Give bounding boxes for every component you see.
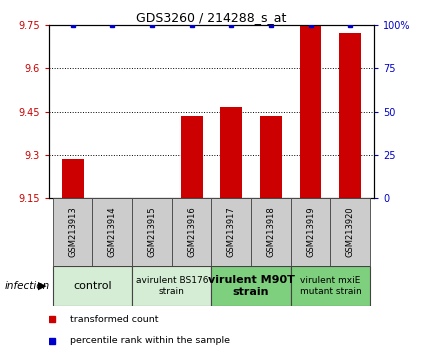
Text: GSM213913: GSM213913 (68, 206, 77, 257)
Text: virulent mxiE
mutant strain: virulent mxiE mutant strain (300, 276, 361, 296)
Bar (53, 266, 132, 306)
Bar (220, 107, 242, 198)
Bar (132, 266, 212, 306)
Bar (53, 198, 93, 266)
Text: percentile rank within the sample: percentile rank within the sample (70, 336, 230, 346)
Bar (62, 159, 84, 198)
Text: ▶: ▶ (38, 281, 47, 291)
Text: GSM213915: GSM213915 (147, 206, 156, 257)
Bar (102, 198, 123, 199)
Text: GSM213916: GSM213916 (187, 206, 196, 257)
Bar (291, 198, 330, 266)
Bar (339, 33, 361, 198)
Text: transformed count: transformed count (70, 315, 159, 324)
Bar (132, 198, 172, 266)
Text: virulent M90T
strain: virulent M90T strain (208, 275, 295, 297)
Bar (93, 198, 132, 266)
Title: GDS3260 / 214288_s_at: GDS3260 / 214288_s_at (136, 11, 286, 24)
Bar (212, 266, 291, 306)
Bar (300, 25, 321, 198)
Text: GSM213917: GSM213917 (227, 206, 236, 257)
Text: GSM213920: GSM213920 (346, 206, 355, 257)
Bar (212, 198, 251, 266)
Text: control: control (73, 281, 112, 291)
Bar (291, 266, 370, 306)
Text: GSM213914: GSM213914 (108, 206, 117, 257)
Text: infection: infection (4, 281, 49, 291)
Text: GSM213919: GSM213919 (306, 206, 315, 257)
Bar (251, 198, 291, 266)
Bar (181, 116, 203, 198)
Bar (172, 198, 212, 266)
Bar (330, 198, 370, 266)
Text: GSM213918: GSM213918 (266, 206, 275, 257)
Bar (260, 116, 282, 198)
Text: avirulent BS176
strain: avirulent BS176 strain (136, 276, 208, 296)
